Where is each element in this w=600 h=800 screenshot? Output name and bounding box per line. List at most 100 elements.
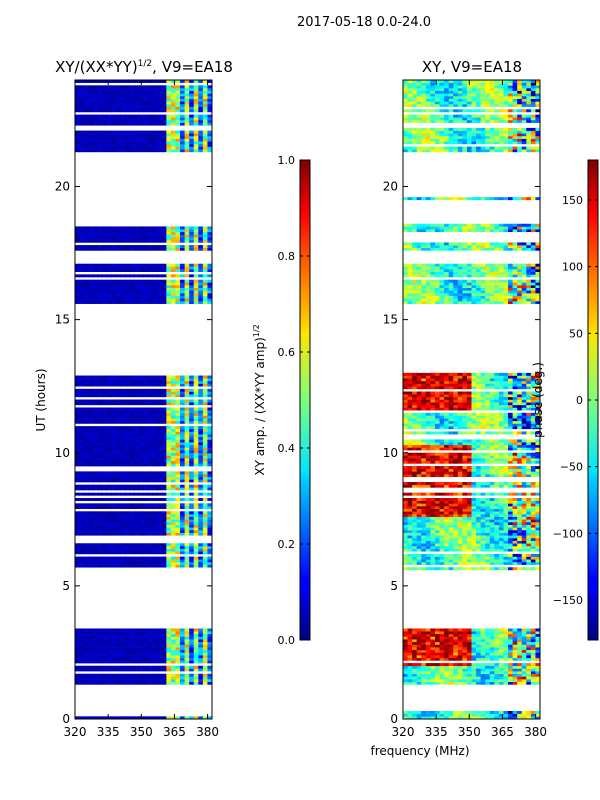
left-heatmap-cell [93,521,99,525]
left-heatmap-cell [125,492,131,496]
left-heatmap-cell [170,487,177,491]
left-heatmap-cell [207,516,212,520]
right-heatmap-cell [503,521,509,525]
right-heatmap-cell [476,671,482,675]
left-heatmap-cell [148,143,154,147]
left-heatmap-cell [152,655,158,659]
left-heatmap-cell [180,117,186,121]
right-heatmap-cell [471,556,477,560]
right-heatmap-cell [403,548,409,552]
left-heatmap-cell [79,239,85,243]
right-heatmap-cell [512,545,518,549]
right-heatmap-cell [416,665,422,669]
left-heatmap-cell [129,285,135,288]
left-heatmap-cell [120,452,126,456]
right-heatmap-cell [503,545,509,549]
right-heatmap-cell [530,519,537,523]
left-heatmap-cell [166,226,172,230]
left-heatmap-cell [93,122,99,126]
left-heatmap-cell [166,676,172,680]
right-heatmap-cell [480,655,486,659]
left-heatmap-cell [148,455,154,459]
left-heatmap-cell [84,673,90,677]
left-heatmap-cell [143,631,149,635]
left-heatmap-cell [170,247,177,251]
right-heatmap-cell [448,535,454,539]
left-heatmap-cell [138,402,145,406]
left-heatmap-cell [157,269,163,272]
left-heatmap-cell [207,532,212,536]
left-heatmap-cell [175,529,181,533]
left-heatmap-cell [79,399,85,403]
right-heatmap-cell [421,631,427,635]
right-heatmap-cell [530,657,537,661]
left-heatmap-cell [202,519,209,523]
left-heatmap-cell [184,412,190,416]
left-heatmap-cell [102,420,108,424]
left-heatmap-cell [166,716,172,719]
right-heatmap-cell [535,641,540,645]
left-heatmap-cell [102,463,108,467]
left-heatmap-cell [138,226,145,230]
left-heatmap-cell [97,636,103,640]
left-heatmap-cell [129,513,135,517]
left-heatmap-cell [180,639,186,643]
left-heatmap-cell [79,285,85,288]
left-heatmap-cell [170,149,177,153]
left-heatmap-cell [102,143,108,147]
left-heatmap-cell [161,548,167,552]
left-heatmap-cell [93,415,99,419]
left-heatmap-cell [120,375,126,379]
left-heatmap-cell [75,524,81,528]
left-heatmap-cell [166,415,172,419]
right-heatmap-cell [503,527,509,531]
left-heatmap-cell [152,135,158,139]
left-heatmap-cell [134,226,140,230]
right-heatmap-cell [485,665,491,669]
left-heatmap-cell [116,636,122,640]
right-heatmap-cell [535,639,540,643]
right-heatmap-cell [416,529,422,533]
left-heatmap-cell [116,652,122,656]
left-heatmap-cell [138,564,145,568]
right-heatmap-cell [489,639,495,643]
right-heatmap-cell [512,540,518,544]
right-heatmap-cell [498,516,505,520]
left-heatmap-cell [143,681,149,685]
left-heatmap-cell [161,245,167,249]
left-heatmap-cell [170,655,177,659]
left-heatmap-cell [166,269,172,272]
left-heatmap-cell [175,239,181,243]
left-heatmap-cell [97,114,103,118]
left-heatmap-cell [143,513,149,517]
left-heatmap-cell [88,135,94,139]
left-heatmap-cell [129,668,135,672]
left-heatmap-cell [111,300,117,304]
left-heatmap-cell [88,436,94,440]
left-heatmap-cell [180,274,186,278]
right-heatmap-cell [439,668,445,672]
left-heatmap-cell [116,628,122,632]
left-heatmap-cell [106,641,113,645]
right-heatmap-cell [503,540,509,544]
amp-colorbar-tick-label: 0.4 [278,442,296,455]
right-heatmap-cell [485,673,491,677]
left-heatmap-cell [79,436,85,440]
left-heatmap-cell [134,98,140,102]
left-heatmap-cell [97,649,103,653]
left-heatmap-cell [93,716,99,719]
left-heatmap-cell [129,117,135,121]
left-heatmap-cell [134,551,140,555]
right-heatmap-cell [508,655,514,659]
left-heatmap-cell [193,548,199,552]
left-heatmap-cell [170,559,177,563]
left-heatmap-cell [152,420,158,424]
left-heatmap-cell [97,543,103,547]
right-heatmap-cell [498,567,505,571]
left-heatmap-cell [193,551,199,555]
right-heatmap-cell [489,567,495,571]
right-heatmap-cell [485,663,491,667]
left-heatmap-cell [93,484,99,488]
left-heatmap-cell [198,279,204,283]
right-heatmap-cell [444,553,450,557]
